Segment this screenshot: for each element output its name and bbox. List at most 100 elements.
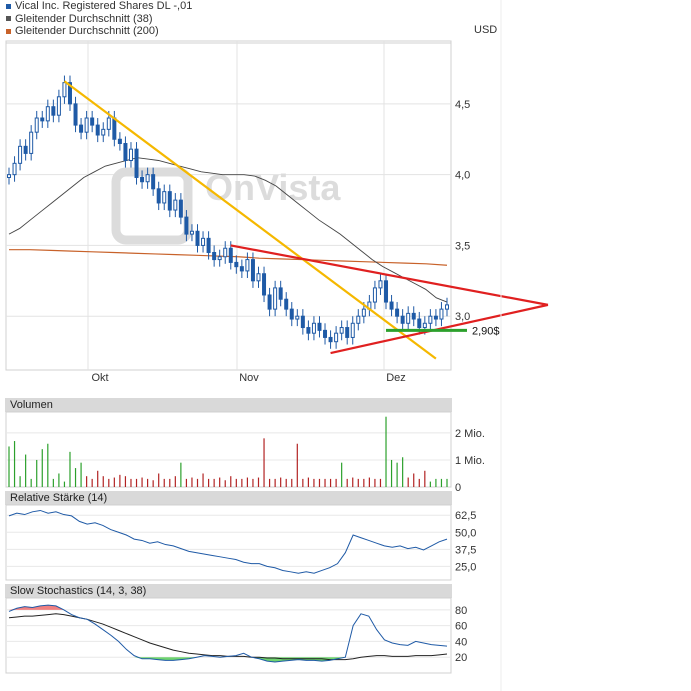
candle-body (400, 315, 405, 324)
rsi-y-tick-label: 25,0 (455, 561, 476, 573)
candle-body (250, 259, 255, 282)
candle-body (372, 287, 377, 303)
candle-body (134, 148, 139, 178)
candle-body (395, 308, 400, 317)
candle-body (228, 247, 233, 263)
y-tick-label: 3,0 (455, 311, 470, 323)
candle-body (311, 322, 316, 334)
candle-body (356, 315, 361, 324)
candle-body (361, 308, 366, 317)
candle-body (378, 280, 383, 289)
candle-body (284, 298, 289, 310)
trendline (230, 244, 549, 306)
stochastics-y-tick-label: 60 (455, 621, 467, 633)
candle-body (334, 332, 339, 343)
stochastics-k-line (8, 604, 448, 663)
legend-item-sma200: Gleitender Durchschnitt (200) (6, 25, 192, 38)
candle-body (101, 128, 106, 136)
stochastics-y-tick-label: 40 (455, 636, 467, 648)
y-tick-label: 3,5 (455, 240, 470, 252)
candle-body (95, 124, 100, 136)
candle-body (56, 96, 61, 116)
candle-body (445, 304, 449, 310)
candle-body (162, 191, 167, 204)
sma38-line (8, 157, 448, 303)
candle-body (12, 162, 17, 176)
panel-frame (5, 411, 452, 488)
support-price-label: 2,90$ (472, 325, 500, 337)
rsi-panel-title: Relative Stärke (14) (5, 491, 452, 505)
candle-body (234, 261, 239, 268)
candle-body (417, 318, 422, 329)
main-panel-frame (5, 40, 452, 371)
candle-body (256, 273, 261, 282)
candle-body (350, 322, 355, 338)
y-tick-label: 4,5 (455, 99, 470, 111)
candle-body (317, 322, 322, 331)
candle-body (300, 315, 305, 329)
candle-body (428, 315, 433, 324)
candle-body (51, 106, 56, 116)
candle-body (106, 117, 111, 130)
y-tick-label: 4,0 (455, 170, 470, 182)
candle-body (223, 247, 228, 258)
legend-label-sma200: Gleitender Durchschnitt (200) (15, 25, 159, 37)
stochastics-d-line (8, 613, 448, 661)
stochastics-y-tick-label: 80 (455, 605, 467, 617)
volume-y-tick-label: 1 Mio. (455, 455, 485, 467)
candle-body (173, 199, 178, 211)
rsi-y-tick-label: 50,0 (455, 527, 476, 539)
candle-body (295, 315, 300, 320)
x-tick-label: Nov (239, 372, 259, 384)
legend-item-price: Vical Inc. Registered Shares DL -,01 (6, 0, 192, 13)
candle-body (245, 259, 250, 272)
currency-label: USD (474, 24, 498, 36)
overbought-zone (9, 605, 447, 610)
candle-body (23, 145, 28, 154)
candle-body (67, 82, 72, 105)
candle-body (29, 131, 34, 154)
oversold-zone (9, 657, 447, 662)
x-tick-label: Dez (386, 372, 406, 384)
candle-body (62, 82, 67, 98)
candle-body (7, 174, 11, 178)
legend-swatch-price (6, 3, 11, 9)
candle-body (389, 301, 394, 310)
candle-body (84, 117, 89, 133)
chart-legend: Vical Inc. Registered Shares DL -,01 Gle… (6, 0, 192, 38)
candle-body (262, 273, 267, 296)
panel-frame (5, 504, 452, 581)
stochastics-panel-title: Slow Stochastics (14, 3, 38) (5, 584, 452, 598)
candle-body (411, 312, 416, 320)
volume-y-tick-label: 0 (455, 482, 461, 494)
stochastics-y-tick-label: 20 (455, 652, 467, 664)
trendline (63, 80, 437, 360)
watermark-text: OnVista (205, 167, 341, 208)
candle-body (406, 312, 411, 324)
candle-body (267, 294, 272, 310)
legend-label-price: Vical Inc. Registered Shares DL -,01 (15, 0, 193, 12)
legend-label-sma38: Gleitender Durchschnitt (38) (15, 12, 153, 25)
watermark-logo-icon (111, 167, 193, 245)
rsi-line (8, 509, 448, 574)
rsi-y-tick-label: 37,5 (455, 544, 476, 556)
candle-body (273, 287, 278, 310)
candle-body (278, 287, 283, 300)
candle-body (328, 336, 333, 343)
legend-item-sma38: Gleitender Durchschnitt (38) (6, 13, 192, 26)
candle-body (112, 117, 117, 140)
candle-body (339, 327, 344, 334)
candle-body (90, 117, 95, 126)
volume-panel-title: Volumen (5, 398, 452, 412)
legend-swatch-sma200 (6, 28, 11, 34)
candle-body (323, 329, 328, 338)
candle-body (18, 145, 23, 164)
candle-body (345, 327, 350, 338)
candle-body (145, 174, 150, 183)
candle-body (40, 117, 45, 122)
candle-body (422, 322, 427, 329)
candle-body (195, 230, 200, 246)
candle-body (117, 138, 122, 145)
